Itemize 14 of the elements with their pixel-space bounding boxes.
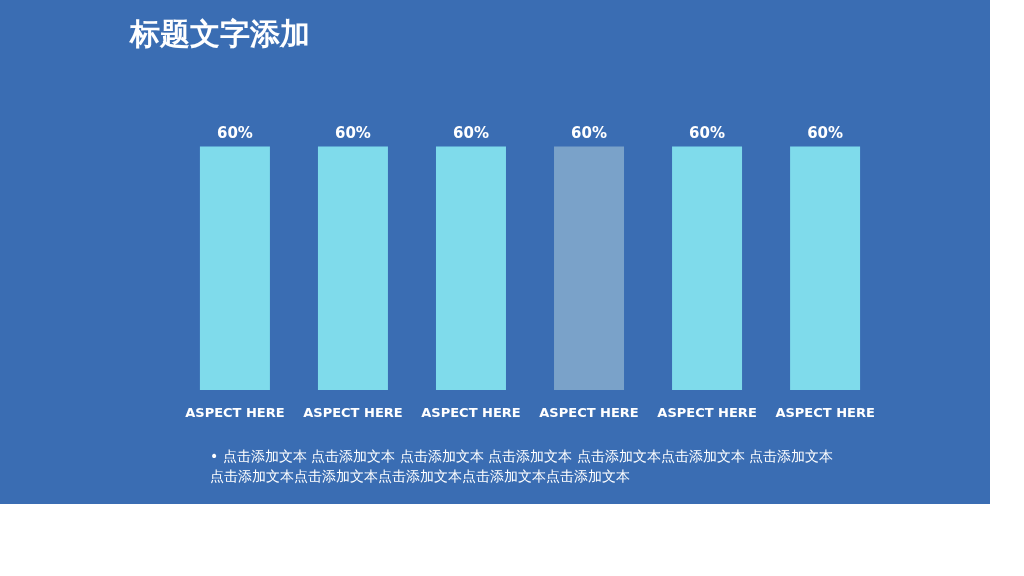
x-tick-label: ASPECT HERE	[421, 404, 521, 420]
x-tick-label: ASPECT HERE	[539, 404, 639, 420]
data-label: 60%	[453, 123, 489, 142]
text: • 点击添加文本 点击添加文本 点击添加文本 点击添加文本 点击添加文本点击添加文本 点击添加文本点击添加文本点击添加文本点击添加文本点击添加文本点击添加文本	[210, 448, 833, 484]
x-tick-label: ASPECT HERE	[657, 404, 757, 420]
x-tick-label: ASPECT HERE	[775, 404, 875, 420]
data-label: 60%	[571, 123, 607, 142]
x-tick-label: ASPECT HERE	[185, 404, 285, 420]
data-label: 60%	[689, 123, 725, 142]
data-label: 60%	[335, 123, 371, 142]
chart-title: 标题文字添加	[129, 16, 310, 51]
data-label: 60%	[807, 123, 844, 142]
x-tick-label: ASPECT HERE	[303, 404, 403, 420]
data-label: 60%	[216, 123, 253, 142]
